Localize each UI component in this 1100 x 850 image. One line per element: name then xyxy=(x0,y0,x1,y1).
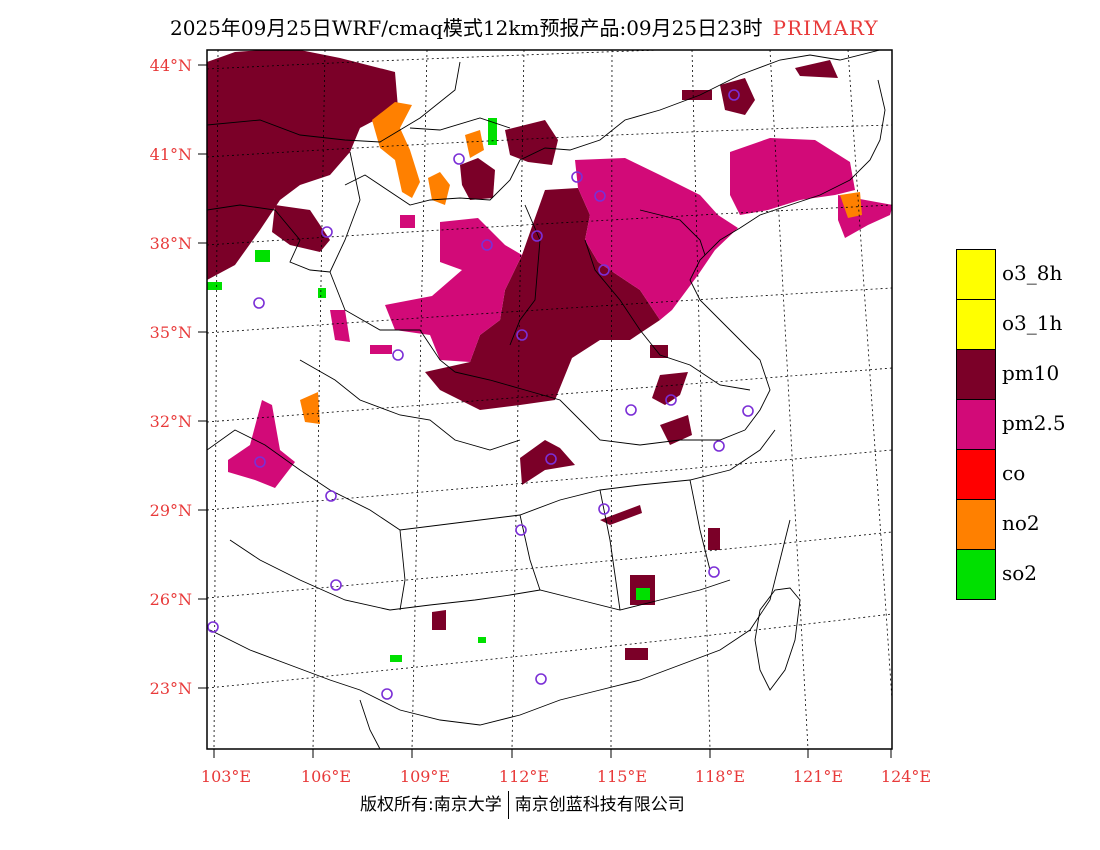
station-marker xyxy=(516,329,528,341)
legend-swatch xyxy=(956,349,996,400)
station-marker xyxy=(254,456,266,468)
lat-label: 44°N xyxy=(150,56,192,75)
station-marker xyxy=(594,190,606,202)
station-marker xyxy=(625,404,637,416)
lon-label: 115°E xyxy=(597,767,647,786)
legend-item-pm25: pm2.5 xyxy=(956,399,1096,450)
station-marker xyxy=(535,673,547,685)
lon-ticks xyxy=(213,749,892,758)
legend-item-o3-8h: o3_8h xyxy=(956,249,1096,300)
copyright-footer: 版权所有:南京大学 南京创蓝科技有限公司 xyxy=(360,790,685,819)
so2-regions xyxy=(207,118,650,662)
legend-label: pm10 xyxy=(1002,361,1060,385)
legend-label: co xyxy=(1002,461,1026,485)
station-marker xyxy=(515,524,527,536)
station-marker xyxy=(598,264,610,276)
pollutant-legend: o3_8h o3_1h pm10 pm2.5 co no2 so2 xyxy=(956,249,1096,600)
station-marker xyxy=(742,405,754,417)
pm10-regions xyxy=(207,50,838,660)
lat-label: 29°N xyxy=(150,501,192,520)
title-text: 2025年09月25日WRF/cmaq模式12km预报产品:09月25日23时 xyxy=(170,16,763,40)
lat-label: 35°N xyxy=(150,323,192,342)
station-marker xyxy=(330,579,342,591)
legend-swatch xyxy=(956,249,996,300)
legend-label: pm2.5 xyxy=(1002,411,1066,435)
lat-ticks xyxy=(198,64,207,689)
station-marker xyxy=(253,297,265,309)
legend-label: o3_1h xyxy=(1002,311,1063,335)
lon-labels: 103°E 106°E 109°E 112°E 115°E 118°E 121°… xyxy=(201,767,931,786)
station-marker xyxy=(665,394,677,406)
lon-label: 118°E xyxy=(695,767,745,786)
legend-item-o3-1h: o3_1h xyxy=(956,299,1096,350)
station-marker xyxy=(545,453,557,465)
title-tag: PRIMARY xyxy=(772,16,879,40)
station-marker xyxy=(571,171,583,183)
station-marker xyxy=(381,688,393,700)
no2-regions xyxy=(300,102,862,424)
station-marker xyxy=(728,89,740,101)
boundaries xyxy=(207,50,886,749)
footer-right: 南京创蓝科技有限公司 xyxy=(514,795,685,815)
legend-swatch xyxy=(956,299,996,350)
station-marker xyxy=(531,230,543,242)
lat-label: 41°N xyxy=(150,145,192,164)
map-title: 2025年09月25日WRF/cmaq模式12km预报产品:09月25日23时 P… xyxy=(170,12,879,41)
station-markers xyxy=(207,89,754,700)
station-marker xyxy=(598,503,610,515)
legend-label: no2 xyxy=(1002,511,1040,535)
lat-labels: 44°N 41°N 38°N 35°N 32°N 29°N 26°N 23°N xyxy=(150,56,192,698)
station-marker xyxy=(321,226,333,238)
legend-item-co: co xyxy=(956,449,1096,500)
lon-label: 106°E xyxy=(301,767,351,786)
station-marker xyxy=(708,566,720,578)
lat-label: 26°N xyxy=(150,590,192,609)
station-marker xyxy=(481,239,493,251)
legend-swatch xyxy=(956,449,996,500)
footer-divider xyxy=(507,791,509,819)
station-marker xyxy=(325,490,337,502)
footer-left: 版权所有:南京大学 xyxy=(360,795,502,815)
lat-label: 23°N xyxy=(150,679,192,698)
map-border xyxy=(206,49,893,750)
legend-label: o3_8h xyxy=(1002,261,1063,285)
legend-item-pm10: pm10 xyxy=(956,349,1096,400)
station-marker xyxy=(713,440,725,452)
legend-swatch xyxy=(956,549,996,600)
lon-label: 121°E xyxy=(793,767,843,786)
station-marker xyxy=(453,153,465,165)
legend-item-so2: so2 xyxy=(956,549,1096,600)
lon-label: 112°E xyxy=(499,767,549,786)
lat-label: 38°N xyxy=(150,234,192,253)
legend-swatch xyxy=(956,399,996,450)
legend-swatch xyxy=(956,499,996,550)
lon-label: 109°E xyxy=(400,767,450,786)
graticule xyxy=(207,50,892,749)
legend-label: so2 xyxy=(1002,561,1038,585)
legend-item-no2: no2 xyxy=(956,499,1096,550)
lon-label: 103°E xyxy=(201,767,251,786)
pm25-regions xyxy=(228,138,892,488)
lat-label: 32°N xyxy=(150,412,192,431)
lon-label: 124°E xyxy=(881,767,931,786)
station-marker xyxy=(392,349,404,361)
station-marker xyxy=(207,621,219,633)
